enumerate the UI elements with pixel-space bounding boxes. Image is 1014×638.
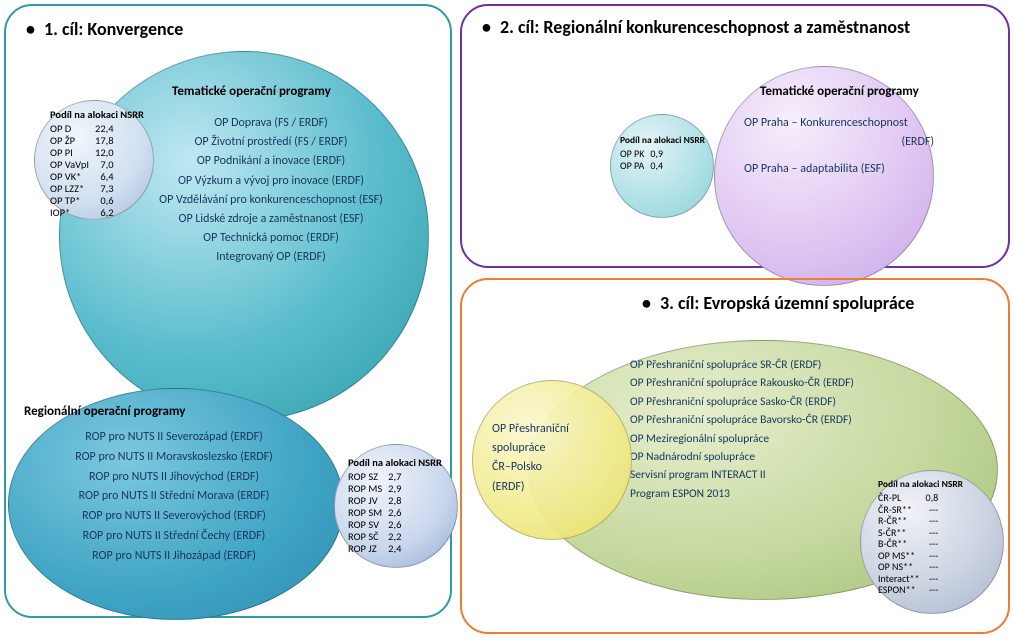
rop-alloc-box: Podíl na alokaci NSRR ROP SZ2,7 ROP MS2,… [348,456,442,555]
thematic-title-1: Tematické operační programy [172,84,331,99]
panel-2-title: •2. cíl: Regionální konkurenceschopnost … [482,16,982,38]
panel-3: •3. cíl: Evropská územní spolupráce OP P… [460,278,1010,634]
panel-2: •2. cíl: Regionální konkurenceschopnost … [460,4,1010,268]
panel-3-title: •3. cíl: Evropská územní spolupráce [642,292,914,314]
thematic-ops-2: OP Praha – Konkurenceschopnost (ERDF) OP… [744,114,974,180]
panel-1: •1. cíl: Konvergence Tematické operační … [4,4,452,618]
alloc-box-1: Podíl na alokaci NSRR OP D22,4 OP ŽP17,8… [50,108,144,220]
panel-1-title: •1. cíl: Konvergence [26,18,183,40]
thematic-ops-1: OP Doprava (FS / ERDF) OP Životní prostř… [126,114,416,268]
alloc-box-2: Podíl na alokaci NSRR OP PK0,9 OP PA0,4 [620,134,705,171]
rop-list: ROP pro NUTS II Severozápad (ERDF) ROP p… [24,428,324,567]
yellow-circle-text: OP Přeshraniční spolupráce ČR–Polsko (ER… [492,420,612,497]
thematic-title-2: Tematické operační programy [760,84,919,99]
alloc-table-2: OP PK0,9 OP PA0,4 [620,148,669,171]
regional-title: Regionální operační programy [24,404,185,419]
alloc-table-3: ČR-PL0,8 ČR-SR**--- R-ČR**--- S-ČR**--- … [878,492,944,596]
rop-alloc-table: ROP SZ2,7 ROP MS2,9 ROP JV2,8 ROP SM2,6 … [348,471,407,555]
alloc-box-3: Podíl na alokaci NSRR ČR-PL0,8 ČR-SR**--… [878,478,963,596]
alloc-table-1: OP D22,4 OP ŽP17,8 OP PI12,0 OP VaVpI7,0… [50,123,120,220]
